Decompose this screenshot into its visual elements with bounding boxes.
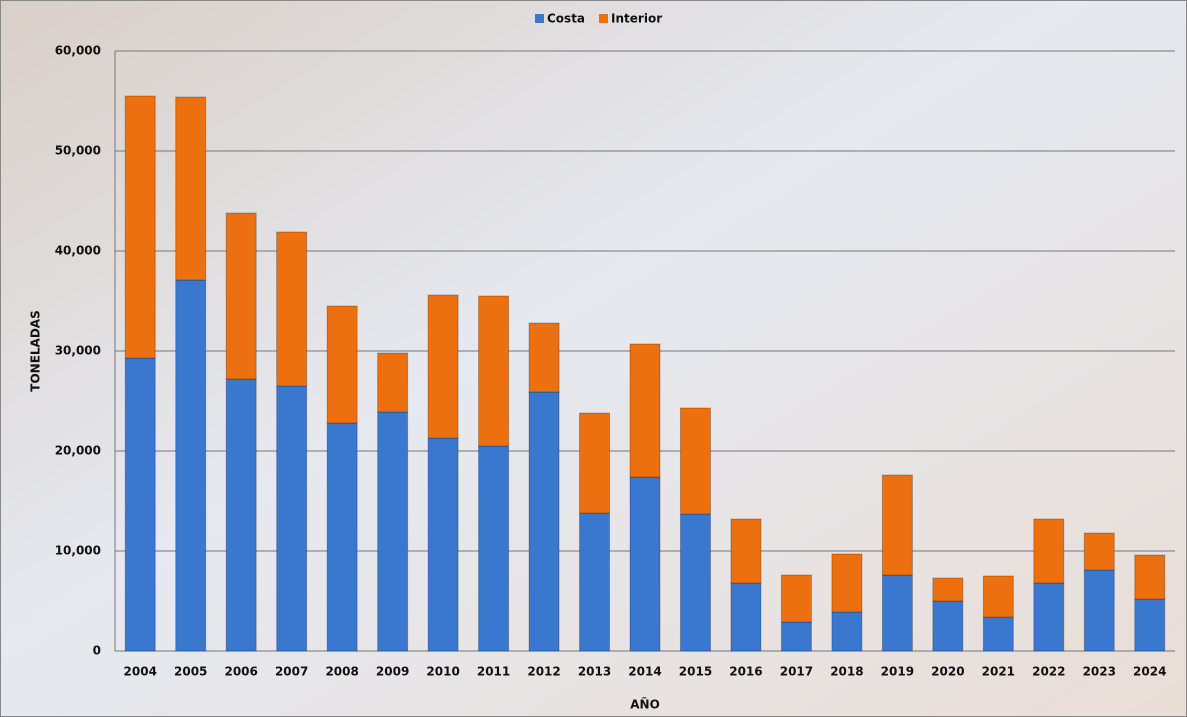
x-tick-label: 2021 <box>982 665 1015 679</box>
x-tick-label: 2023 <box>1083 665 1116 679</box>
x-tick-label: 2005 <box>174 665 207 679</box>
x-tick-label: 2020 <box>931 665 964 679</box>
legend-label: Interior <box>611 12 662 26</box>
bar-segment <box>679 407 711 515</box>
y-tick-label: 60,000 <box>55 44 101 58</box>
bar-segment <box>225 212 257 380</box>
bar-segment <box>932 577 964 602</box>
x-tick-label: 2024 <box>1133 665 1166 679</box>
bar-segment <box>1134 598 1166 652</box>
bar-segment <box>175 96 207 281</box>
bar-segment <box>780 621 812 652</box>
x-tick-label: 2012 <box>527 665 560 679</box>
y-tick-label: 0 <box>93 644 101 658</box>
bar-segment <box>679 513 711 652</box>
legend-swatch <box>599 14 609 23</box>
x-tick-label: 2022 <box>1032 665 1065 679</box>
x-tick-label: 2014 <box>628 665 661 679</box>
bar-segment <box>276 385 308 652</box>
bar-segment <box>528 391 560 652</box>
bar-segment <box>629 476 661 652</box>
x-tick-label: 2011 <box>477 665 510 679</box>
bar-segment <box>124 95 156 359</box>
x-tick-label: 2010 <box>426 665 459 679</box>
bar-segment <box>427 437 459 652</box>
bar-segment <box>982 616 1014 652</box>
x-tick-label: 2008 <box>325 665 358 679</box>
y-tick-label: 50,000 <box>55 144 101 158</box>
x-tick-label: 2009 <box>376 665 409 679</box>
bar-segment <box>932 600 964 652</box>
bar-segment <box>1134 554 1166 600</box>
bar-segment <box>780 574 812 623</box>
x-axis-label: AÑO <box>630 697 660 712</box>
bar-segment <box>276 231 308 387</box>
bar-segment <box>730 518 762 584</box>
x-tick-label: 2007 <box>275 665 308 679</box>
bar-segment <box>1033 518 1065 584</box>
x-tick-label: 2016 <box>729 665 762 679</box>
bar-segment <box>124 357 156 652</box>
bar-segment <box>225 378 257 652</box>
bar-segment <box>982 575 1014 618</box>
bar-segment <box>629 343 661 478</box>
x-tick-label: 2017 <box>780 665 813 679</box>
bar-segment <box>528 322 560 393</box>
bar-segment <box>1033 582 1065 652</box>
y-axis-label: TONELADAS <box>29 310 43 391</box>
bar-segment <box>1083 532 1115 571</box>
bar-segment <box>326 422 358 652</box>
y-tick-label: 30,000 <box>55 344 101 358</box>
legend-label: Costa <box>547 12 585 26</box>
x-tick-label: 2019 <box>881 665 914 679</box>
x-tick-label: 2006 <box>224 665 257 679</box>
bar-segment <box>377 411 409 652</box>
bar-segment <box>175 279 207 652</box>
x-tick-label: 2018 <box>830 665 863 679</box>
bar-segment <box>831 553 863 613</box>
bar-segment <box>881 574 913 652</box>
x-tick-label: 2004 <box>124 665 157 679</box>
legend-swatch <box>535 14 544 23</box>
y-tick-label: 40,000 <box>55 244 101 258</box>
y-tick-label: 10,000 <box>55 544 101 558</box>
x-tick-label: 2013 <box>578 665 611 679</box>
bar-segment <box>579 412 611 514</box>
y-tick-label: 20,000 <box>55 444 101 458</box>
x-tick-label: 2015 <box>679 665 712 679</box>
bar-segment <box>427 294 459 439</box>
bar-segment <box>478 445 510 652</box>
bar-segment <box>478 295 510 447</box>
bar-segment <box>326 305 358 424</box>
bar-segment <box>579 512 611 652</box>
bar-segment <box>730 582 762 652</box>
bar-segment <box>377 352 409 413</box>
bar-segment <box>881 474 913 576</box>
bar-segment <box>1083 569 1115 652</box>
bar-segment <box>831 611 863 652</box>
